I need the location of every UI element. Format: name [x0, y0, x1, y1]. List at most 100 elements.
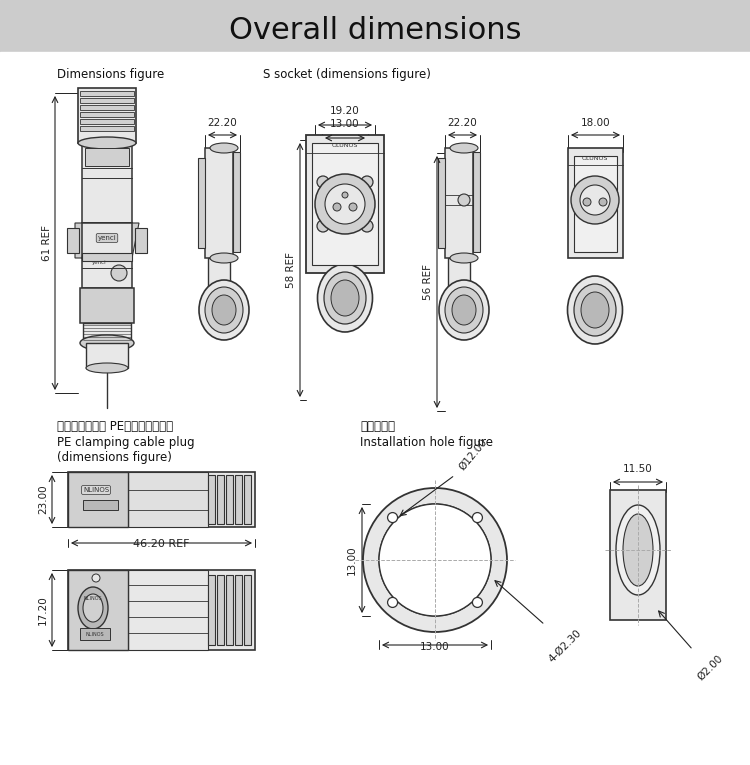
Circle shape [361, 220, 373, 232]
Bar [80, 91, 134, 96]
Text: 11.50: 11.50 [623, 464, 652, 474]
Bar [80, 105, 134, 110]
Text: 19.20: 19.20 [330, 106, 360, 116]
Ellipse shape [205, 287, 243, 333]
Ellipse shape [199, 280, 249, 340]
Text: yenci: yenci [98, 235, 116, 241]
Text: S socket (dimensions figure): S socket (dimensions figure) [263, 68, 430, 81]
Circle shape [388, 597, 398, 607]
Bar [217, 575, 224, 645]
Bar [205, 148, 233, 258]
Circle shape [92, 574, 100, 582]
Bar [235, 575, 242, 645]
Bar [208, 258, 230, 288]
Bar [244, 475, 251, 524]
Bar [217, 475, 224, 524]
Text: 安装开孔图: 安装开孔图 [360, 420, 395, 433]
Bar [67, 228, 79, 253]
Bar [80, 628, 110, 640]
Bar [86, 343, 128, 368]
Text: (dimensions figure): (dimensions figure) [57, 451, 172, 464]
Bar [128, 472, 208, 527]
Ellipse shape [210, 253, 238, 263]
Ellipse shape [452, 295, 476, 325]
Text: NLINOS: NLINOS [86, 631, 104, 636]
Circle shape [111, 265, 127, 281]
Bar [135, 228, 147, 253]
Bar [80, 98, 134, 103]
Ellipse shape [623, 514, 653, 586]
Polygon shape [82, 223, 132, 258]
Bar [80, 288, 134, 323]
Circle shape [342, 192, 348, 198]
Circle shape [379, 504, 491, 616]
Bar [610, 490, 666, 620]
Bar [574, 156, 617, 252]
Bar [226, 575, 233, 645]
Circle shape [458, 194, 470, 206]
Bar [473, 152, 480, 252]
Ellipse shape [78, 137, 136, 149]
Text: Ø2.00: Ø2.00 [696, 653, 725, 682]
Text: yenci: yenci [92, 260, 106, 265]
Ellipse shape [450, 143, 478, 153]
Text: 17.20: 17.20 [38, 595, 48, 625]
Text: 13.00: 13.00 [330, 119, 360, 129]
Circle shape [580, 185, 610, 215]
Bar [448, 258, 470, 288]
Bar [208, 575, 215, 645]
Bar [128, 570, 208, 650]
Bar [0, 0, 750, 52]
Text: 61 REF: 61 REF [42, 225, 52, 261]
Text: 13.00: 13.00 [420, 642, 450, 652]
Ellipse shape [574, 284, 616, 336]
Text: 13.00: 13.00 [347, 545, 357, 575]
Bar [68, 570, 255, 650]
Bar [83, 323, 131, 343]
Bar [83, 500, 118, 510]
Circle shape [599, 198, 607, 206]
Text: OLUNOS: OLUNOS [332, 142, 358, 148]
Bar [68, 472, 128, 527]
Ellipse shape [568, 276, 622, 344]
Bar [233, 152, 240, 252]
Polygon shape [125, 223, 139, 258]
Circle shape [472, 597, 482, 607]
Bar [568, 148, 623, 258]
Bar [306, 135, 384, 273]
Bar [85, 148, 129, 166]
Bar [82, 258, 132, 288]
Text: 23.00: 23.00 [38, 485, 48, 514]
Ellipse shape [439, 280, 489, 340]
Text: NLINOS: NLINOS [83, 487, 109, 493]
Circle shape [317, 176, 329, 188]
Ellipse shape [83, 594, 103, 622]
Circle shape [363, 488, 507, 632]
Text: NLINOS: NLINOS [84, 595, 102, 601]
Ellipse shape [78, 587, 108, 629]
Text: 56 REF: 56 REF [423, 264, 433, 300]
Circle shape [325, 184, 365, 224]
Circle shape [472, 513, 482, 522]
Bar [198, 158, 205, 248]
Polygon shape [75, 223, 89, 258]
Bar [312, 143, 378, 265]
Text: 22.20: 22.20 [208, 118, 237, 128]
Circle shape [315, 174, 375, 234]
Bar [80, 112, 134, 117]
Text: 夹爪紧固式插头 PE（外型尺寸图）: 夹爪紧固式插头 PE（外型尺寸图） [57, 420, 173, 433]
Bar [68, 472, 255, 527]
Text: Ø12.00: Ø12.00 [457, 437, 489, 472]
Bar [226, 475, 233, 524]
Text: Dimensions figure: Dimensions figure [57, 68, 164, 81]
Text: 22.20: 22.20 [448, 118, 477, 128]
Bar [235, 475, 242, 524]
Bar [445, 148, 473, 258]
Text: 58 REF: 58 REF [286, 252, 296, 288]
Ellipse shape [212, 295, 236, 325]
Circle shape [317, 220, 329, 232]
Text: Installation hole figure: Installation hole figure [360, 436, 493, 449]
Ellipse shape [445, 287, 483, 333]
Ellipse shape [331, 280, 359, 316]
Text: 4-Ø2.30: 4-Ø2.30 [547, 628, 584, 665]
